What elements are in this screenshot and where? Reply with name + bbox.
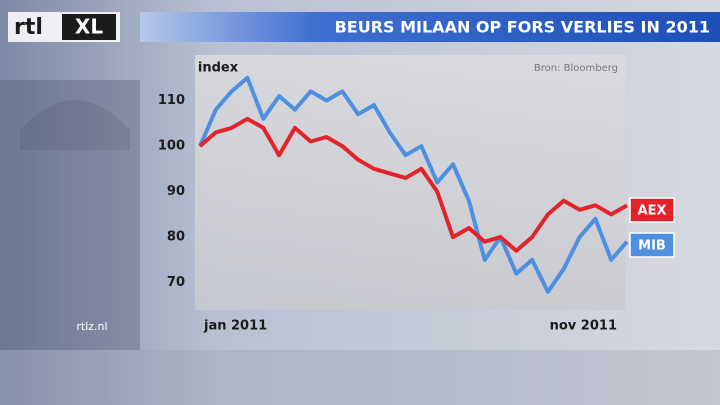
- y-tick-label: 80: [167, 230, 185, 245]
- x-tick-label: jan 2011: [203, 319, 267, 334]
- series-line: [198, 75, 629, 294]
- legend-box: [629, 232, 675, 258]
- x-tick-label: nov 2011: [550, 319, 617, 334]
- series-line: [198, 116, 628, 253]
- y-tick-label: 70: [167, 275, 185, 290]
- legend-label: AEX: [638, 204, 667, 219]
- plot-panel: [195, 55, 625, 310]
- building: [0, 80, 720, 405]
- logo-right-box: [62, 14, 116, 40]
- logo-right: XL: [75, 15, 103, 39]
- logo-left: rtl: [14, 15, 43, 40]
- legend-box: [629, 197, 675, 223]
- source: Bron: Bloomberg: [534, 63, 618, 74]
- chart-title: BEURS MILAAN OP FORS VERLIES IN 2011: [335, 18, 710, 37]
- y-tick-label: 90: [167, 184, 185, 199]
- y-axis-label: index: [198, 61, 239, 76]
- legend-label: MIB: [638, 239, 666, 254]
- y-tick-label: 110: [158, 93, 185, 108]
- y-tick-label: 100: [158, 139, 185, 154]
- watermark: rtlz.nl: [76, 320, 107, 333]
- title-banner: [140, 12, 720, 42]
